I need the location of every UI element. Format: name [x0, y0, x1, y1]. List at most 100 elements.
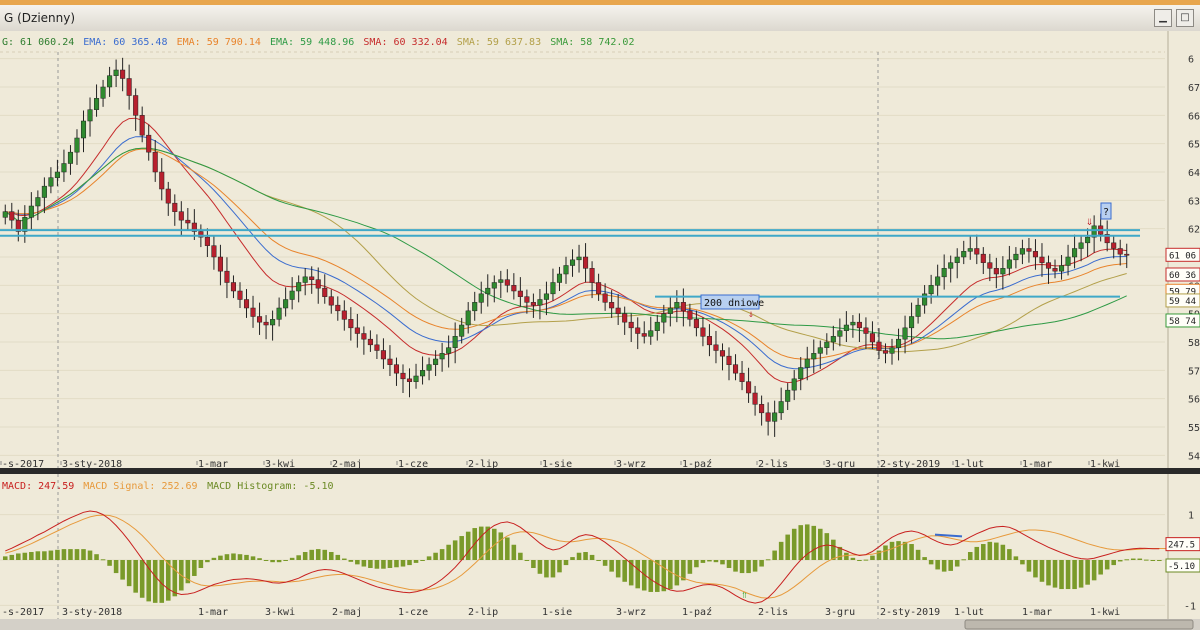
histogram-bar — [1144, 559, 1149, 561]
window-controls: ▁ □ — [1154, 9, 1194, 27]
histogram-bar — [205, 560, 210, 563]
histogram-bar — [263, 560, 269, 561]
candle-body — [159, 171, 165, 190]
candle-body — [974, 248, 980, 255]
macd-x-tick-label: 1-cze — [398, 607, 428, 618]
candle-body — [1013, 253, 1019, 261]
histogram-bar — [1000, 544, 1006, 560]
legend-entry: SMA: 58 742.02 — [550, 37, 634, 48]
price-tick-label: 56 — [1188, 395, 1200, 406]
candle-body — [895, 338, 902, 348]
histogram-bar — [726, 560, 732, 568]
histogram-bar — [348, 560, 354, 562]
annotation-question: ? — [1103, 207, 1109, 218]
candle-body — [869, 333, 875, 343]
candle-body — [817, 347, 823, 354]
candle-body — [1091, 225, 1097, 238]
price-value-label: 58 74 — [1169, 317, 1196, 327]
price-tick-label: 58 — [1188, 338, 1200, 349]
histogram-bar — [948, 560, 953, 571]
candle-body — [420, 370, 426, 377]
macd-x-tick-label: 2-lis — [758, 607, 788, 618]
candle-body — [146, 134, 152, 153]
histogram-bar — [974, 546, 980, 560]
candle-body — [680, 302, 686, 312]
histogram-bar — [837, 546, 843, 560]
histogram-bar — [485, 526, 491, 560]
candle-body — [61, 163, 67, 173]
legend-entry: SMA: 60 332.04 — [363, 37, 447, 48]
maximize-icon[interactable]: □ — [1176, 9, 1194, 27]
histogram-bar — [224, 554, 230, 560]
candle-body — [478, 293, 484, 303]
histogram-bar — [537, 560, 543, 574]
price-x-tick-label: 1-mar — [198, 459, 228, 470]
histogram-bar — [185, 560, 191, 584]
histogram-bar — [596, 560, 601, 561]
divergence-line — [934, 533, 963, 538]
candle-body — [48, 177, 54, 187]
scrollbar-thumb[interactable] — [964, 619, 1194, 630]
panel-separator[interactable] — [0, 468, 1200, 474]
candle-body — [589, 268, 595, 283]
candle-body — [713, 344, 719, 351]
minimize-icon[interactable]: ▁ — [1154, 9, 1172, 27]
candle-body — [693, 319, 699, 329]
candle-body — [550, 282, 556, 295]
histogram-bar — [139, 560, 145, 598]
price-x-tick-label: 1-mar — [1022, 459, 1052, 470]
histogram-bar — [16, 553, 21, 560]
candle-body — [152, 151, 158, 173]
histogram-bar — [342, 558, 347, 560]
histogram-bar — [107, 560, 112, 566]
price-x-tick-label: 2-lis — [758, 459, 788, 470]
histogram-bar — [1039, 560, 1045, 582]
candle-body — [283, 299, 289, 309]
candle-body — [1006, 259, 1012, 269]
macd-histogram — [2, 524, 1162, 603]
horizontal-scrollbar[interactable] — [0, 619, 1200, 630]
candle-body — [517, 290, 523, 297]
annotations: 200 dniowe? ⇓ ⇓ ⇑ — [700, 202, 1112, 601]
candle-body — [739, 372, 745, 382]
histogram-bar — [374, 560, 380, 569]
histogram-bar — [615, 560, 621, 578]
ema-59-line — [5, 148, 1127, 360]
histogram-bar — [928, 560, 934, 565]
candle-body — [915, 304, 921, 317]
annotation-box-200 — [700, 294, 760, 310]
candle-body — [80, 120, 87, 139]
candle-body — [928, 285, 934, 295]
price-x-tick-label: 2-maj — [332, 459, 362, 470]
candle-body — [511, 285, 517, 292]
candle-body — [706, 336, 712, 346]
histogram-bar — [844, 552, 849, 560]
histogram-bar — [465, 531, 471, 560]
histogram-bar — [309, 549, 314, 560]
candle-body — [941, 268, 947, 278]
candle-body — [987, 262, 993, 269]
histogram-bar — [113, 560, 119, 574]
candle-body — [1039, 256, 1045, 263]
candle-body — [387, 358, 393, 365]
histogram-bar — [315, 549, 321, 560]
macd-value-tag — [1165, 558, 1200, 573]
candle-body — [876, 341, 882, 351]
histogram-bar — [896, 541, 901, 560]
histogram-bar — [120, 560, 125, 580]
candle-body — [472, 302, 478, 312]
histogram-bar — [778, 541, 784, 560]
price-tick-label: 57 — [1188, 366, 1200, 377]
histogram-bar — [368, 560, 373, 568]
histogram-bar — [381, 560, 386, 569]
histogram-bar — [765, 559, 771, 561]
histogram-bar — [244, 554, 249, 560]
histogram-bar — [192, 560, 197, 576]
sma-60-line — [5, 117, 1127, 384]
price-x-tick-label: 3-wrz — [616, 459, 646, 470]
candle-body — [1000, 268, 1006, 275]
legend-entry: EMA: 59 790.14 — [177, 37, 261, 48]
candle-body — [543, 293, 549, 300]
candle-body — [1045, 262, 1052, 269]
